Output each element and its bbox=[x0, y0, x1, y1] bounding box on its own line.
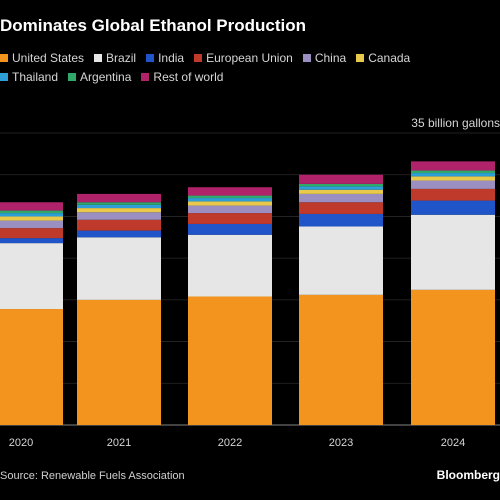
bar-segment-united-states-2023 bbox=[299, 294, 383, 425]
bar-segment-argentina-2024 bbox=[411, 170, 495, 174]
legend-item-european-union: European Union bbox=[194, 51, 293, 65]
bar-segment-rest-of-world-2021 bbox=[77, 193, 161, 203]
legend-label: Canada bbox=[368, 50, 411, 65]
legend-swatch bbox=[0, 72, 8, 81]
bar-segment-rest-of-world-2020 bbox=[0, 202, 63, 211]
legend-label: European Union bbox=[206, 50, 293, 65]
bar-segment-brazil-2023 bbox=[299, 226, 383, 295]
bar-segment-india-2020 bbox=[0, 238, 63, 244]
bar-segment-india-2024 bbox=[411, 200, 495, 215]
bar-segment-argentina-2023 bbox=[299, 183, 383, 187]
bar-segment-united-states-2021 bbox=[77, 299, 161, 425]
bar-segment-india-2021 bbox=[77, 230, 161, 238]
legend-swatch bbox=[146, 53, 155, 62]
legend-item-rest-of-world: Rest of world bbox=[141, 70, 223, 84]
chart-title: Dominates Global Ethanol Production bbox=[0, 16, 307, 35]
bar-segment-china-2023 bbox=[299, 193, 383, 203]
bar-segment-brazil-2022 bbox=[188, 234, 272, 297]
bar-segment-china-2022 bbox=[188, 205, 272, 214]
bar-segment-canada-2022 bbox=[188, 201, 272, 206]
bar-segment-united-states-2022 bbox=[188, 296, 272, 425]
bar-segment-european-union-2024 bbox=[411, 188, 495, 201]
bar-segment-thailand-2020 bbox=[0, 213, 63, 217]
legend-item-india: India bbox=[146, 51, 184, 65]
legend-item-china: China bbox=[302, 50, 347, 65]
bar-segment-rest-of-world-2022 bbox=[188, 187, 272, 196]
bar-segment-canada-2024 bbox=[411, 176, 495, 181]
legend-swatch bbox=[0, 53, 8, 62]
bar-segment-european-union-2023 bbox=[299, 202, 383, 214]
legend-swatch bbox=[302, 53, 311, 62]
legend-item-argentina: Argentina bbox=[68, 70, 131, 84]
legend-label: Rest of world bbox=[153, 69, 224, 84]
legend-item-brazil: Brazil bbox=[94, 51, 136, 65]
bar-segment-european-union-2021 bbox=[77, 219, 161, 231]
source-note: Source: Renewable Fuels Association bbox=[0, 470, 185, 482]
bar-segment-european-union-2022 bbox=[188, 213, 272, 224]
bar-segment-rest-of-world-2023 bbox=[299, 174, 383, 184]
bar-segment-thailand-2022 bbox=[188, 198, 272, 202]
legend-swatch bbox=[68, 72, 77, 81]
legend-label: China bbox=[314, 50, 347, 65]
y-axis-unit-label: 35 billion gallons bbox=[411, 116, 500, 130]
bar-segment-brazil-2024 bbox=[411, 214, 495, 290]
legend-label: United States bbox=[12, 50, 85, 65]
legend-swatch bbox=[356, 53, 365, 62]
bar-segment-canada-2020 bbox=[0, 216, 63, 221]
legend-label: Argentina bbox=[80, 69, 132, 84]
bar-segment-india-2023 bbox=[299, 213, 383, 227]
legend-label: Thailand bbox=[12, 69, 59, 84]
legend-swatch bbox=[94, 53, 103, 62]
bar-segment-brazil-2021 bbox=[77, 237, 161, 300]
bar-segment-european-union-2020 bbox=[0, 228, 63, 239]
bar-segment-thailand-2021 bbox=[77, 204, 161, 209]
legend-item-united-states: United States bbox=[0, 51, 84, 65]
legend-swatch bbox=[194, 53, 203, 62]
brand-logo: Bloomberg bbox=[436, 468, 500, 482]
bar-segment-china-2020 bbox=[0, 220, 63, 229]
x-tick-label: 2023 bbox=[329, 437, 353, 449]
x-tick-label: 2024 bbox=[441, 437, 465, 449]
bar-segment-argentina-2022 bbox=[188, 195, 272, 199]
bar-segment-rest-of-world-2024 bbox=[411, 161, 495, 171]
bar-segment-india-2022 bbox=[188, 223, 272, 235]
x-tick-label: 2020 bbox=[9, 437, 33, 449]
bar-segment-brazil-2020 bbox=[0, 243, 63, 310]
legend: United States Brazil India European Unio… bbox=[0, 48, 500, 86]
x-tick-label: 2021 bbox=[107, 437, 131, 449]
bar-segment-united-states-2024 bbox=[411, 289, 495, 425]
legend-label: Brazil bbox=[106, 50, 137, 65]
legend-row-1: United States Brazil India European Unio… bbox=[0, 48, 500, 67]
legend-item-canada: Canada bbox=[356, 51, 410, 65]
bar-segment-thailand-2024 bbox=[411, 173, 495, 177]
bar-segment-china-2024 bbox=[411, 180, 495, 189]
bar-segment-argentina-2021 bbox=[77, 202, 161, 205]
bar-segment-canada-2023 bbox=[299, 189, 383, 194]
x-tick-label: 2022 bbox=[218, 437, 242, 449]
legend-item-thailand: Thailand bbox=[0, 70, 58, 84]
bar-segment-united-states-2020 bbox=[0, 309, 63, 425]
bar-segment-argentina-2020 bbox=[0, 210, 63, 214]
legend-row-2: Thailand Argentina Rest of world bbox=[0, 67, 500, 86]
bar-segment-thailand-2023 bbox=[299, 186, 383, 190]
bar-segment-china-2021 bbox=[77, 212, 161, 220]
legend-swatch bbox=[141, 72, 150, 81]
legend-label: India bbox=[158, 50, 185, 65]
bar-segment-canada-2021 bbox=[77, 208, 161, 213]
